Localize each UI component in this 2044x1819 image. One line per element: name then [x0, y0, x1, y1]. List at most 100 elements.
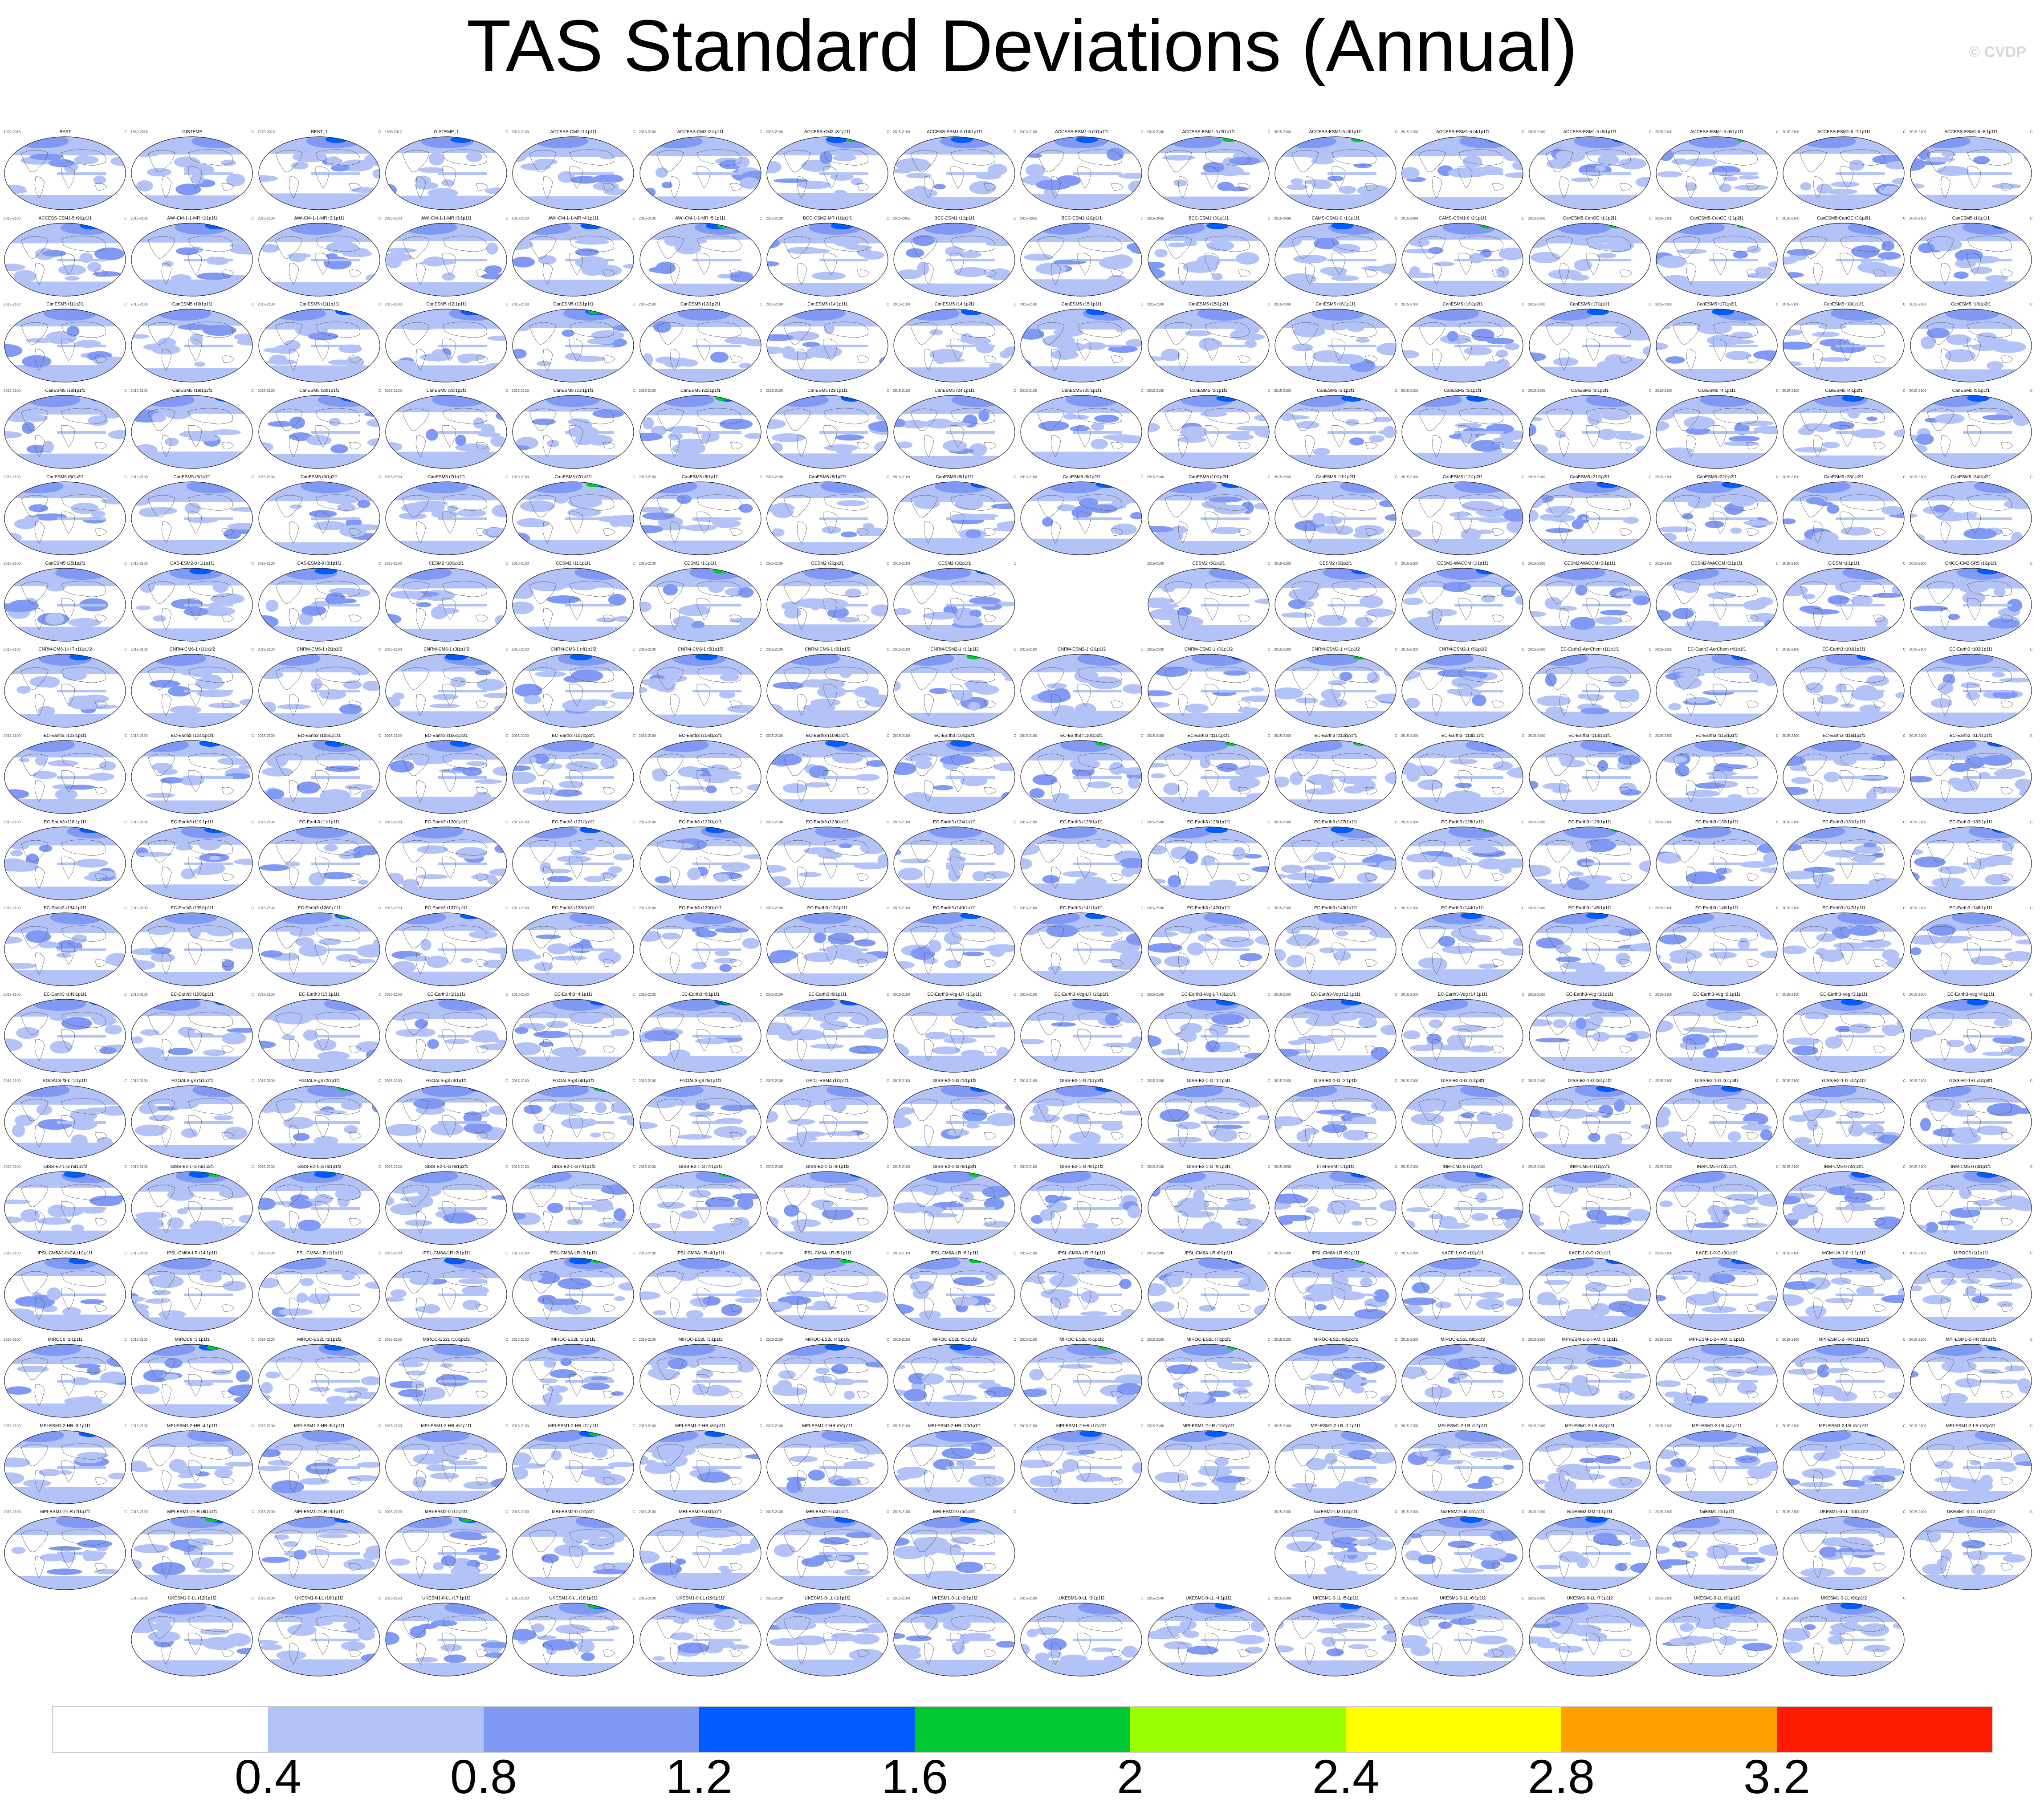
panel-years: 2015-2100 — [1401, 1424, 1418, 1428]
panel-label: CAMS-CSM1-0 r1i1p1f1 — [1311, 216, 1360, 221]
panel-unit: C — [1267, 216, 1270, 220]
panel-years: 2015-2100 — [765, 906, 783, 911]
panel-unit: C — [1903, 475, 1906, 479]
world-map — [639, 223, 761, 297]
world-map — [1656, 1085, 1778, 1159]
panel-unit: C — [1522, 993, 1525, 997]
panel-label: GISTEMP_1 — [434, 130, 459, 134]
world-map — [1274, 826, 1397, 900]
world-map — [1401, 395, 1523, 469]
panel-label: UKESM1-0-LL r18i1p1f2 — [549, 1595, 598, 1601]
world-map — [639, 567, 761, 642]
panel-years: 2015-2100 — [639, 302, 656, 307]
map-panel: 2015-2100 MPI-ESM1-2-HR r1i1p1f1 C — [1018, 1424, 1145, 1507]
map-panel: 2015-2100 GISS-E2-1-G r6i1p3f1 C — [383, 1164, 510, 1248]
world-map — [4, 223, 126, 297]
panel-unit: C — [1649, 733, 1652, 738]
map-panel: 2015-2100 FGOALS-g3 r1i1p1f1 C — [129, 1078, 256, 1162]
panel-label: MIROC-ES2L r10i1p1f2 — [423, 1337, 470, 1342]
panel-label: GISTEMP — [182, 130, 203, 134]
map-panel: 2015-2100 UKESM1-0-LL r9i1p1f2 C — [1780, 1596, 1907, 1679]
panel-years: 2015-2100 — [384, 389, 402, 393]
map-panel: 2015-2099 CAMS-CSM1-0 r1i1p1f1 C — [1272, 216, 1399, 299]
panel-years: 2015-2100 — [1528, 389, 1545, 393]
panel-years: 2015-2100 — [1147, 1424, 1164, 1428]
world-map — [1148, 481, 1270, 555]
panel-label: IPSL-CM6A-LR r2i1p1f1 — [422, 1251, 471, 1256]
panel-unit: C — [1395, 475, 1397, 479]
panel-label: GISS-E2-1-G r1i1p3f1 — [1059, 1078, 1104, 1083]
world-map — [893, 654, 1015, 728]
map-panel: 2015-2100 MPI-ESM-1-2-HAM r1i1p1f1 C — [1527, 1337, 1653, 1420]
panel-label: IPSL-CM6A-LR r1i1p1f1 — [295, 1251, 343, 1256]
panel-unit: C — [378, 820, 381, 824]
panel-label: CESM2-WACCM r2i1p1f1 — [1564, 561, 1616, 566]
panel-unit: C — [251, 1078, 254, 1083]
panel-label: EC-Earth3 r121i1p1f1 — [552, 819, 595, 825]
panel-label: EC-Earth3 r6i1p1f1 — [681, 992, 720, 997]
panel-years: 2015-2100 — [1147, 733, 1164, 738]
panel-label: CNRM-CM6-1-HR r1i1p1f2 — [38, 647, 92, 652]
panel-unit: C — [251, 389, 254, 393]
panel-label: IPSL-CM6A-LR r14i1p1f1 — [167, 1251, 218, 1256]
panel-unit: C — [632, 647, 635, 652]
map-panel: 2015-2100 EC-Earth3 r106i1p1f1 C — [383, 733, 510, 817]
map-panel: 2015-2100 EC-Earth3 r111i1p1f1 C — [1145, 733, 1272, 817]
panel-label: ACCESS-ESM1-5 r9i1p1f1 — [38, 216, 92, 221]
panel-years: 2015-2100 — [765, 993, 783, 997]
panel-unit: C — [759, 1251, 762, 1256]
panel-unit: C — [378, 647, 381, 652]
map-panel: 2015-2100 EC-Earth3 r115i1p1f1 C — [1653, 733, 1780, 817]
panel-unit: C — [759, 302, 762, 307]
panel-years: 2015-2100 — [1147, 1078, 1164, 1083]
panel-years: 2015-2100 — [1655, 1078, 1673, 1083]
panel-label: MPI-ESM1-2-HR r6i1p1f1 — [421, 1423, 472, 1428]
panel-label: KACE-1-0-G r2i1p1f1 — [1568, 1251, 1611, 1256]
panel-years: 2015-2100 — [1401, 993, 1418, 997]
panel-years: 2015-2100 — [765, 302, 783, 307]
panel-years: 2015-2100 — [1147, 561, 1164, 566]
panel-years: 2015-2100 — [257, 993, 275, 997]
world-map — [512, 999, 634, 1073]
map-panel: 2015-2100 IPSL-CM6A-LR r3i1p1f1 C — [510, 1251, 637, 1334]
panel-unit: C — [251, 1251, 254, 1256]
world-map — [766, 740, 888, 814]
panel-label: EC-Earth3-Veg r14i1p1f1 — [1437, 992, 1488, 997]
map-panel: 2015-2055 BCC-ESM1 r2i1p1f1 C — [1018, 216, 1145, 299]
world-map — [1401, 1603, 1523, 1677]
panel-label: EC-Earth3 r140i1p1f1 — [933, 906, 976, 911]
panel-label: GISS-E2-1-G r5i1p3f1 — [170, 1164, 214, 1170]
panel-years: 2015-2055 — [893, 216, 910, 220]
map-panel: 2015-2100 CESM2 r11i1p1f1 C — [510, 561, 637, 644]
map-panel: 2015-2100 EC-Earth3 r142i1p1f1 C — [1145, 906, 1272, 989]
panel-years: 2015-2100 — [1782, 820, 1800, 824]
panel-label: CanESM5 r1i1p1f1 — [1952, 216, 1990, 221]
panel-years: 2015-2100 — [130, 820, 148, 824]
panel-label: CanESM5 r17i1p2f1 — [1697, 302, 1737, 307]
panel-unit: C — [251, 475, 254, 479]
panel-unit: C — [1776, 1165, 1779, 1169]
world-map — [258, 1344, 380, 1418]
panel-label: GISS-E2-1-G r9i1p1f2 — [1059, 1164, 1104, 1170]
panel-unit: C — [251, 130, 254, 134]
panel-unit: C — [1776, 561, 1779, 566]
panel-years: 2015-2100 — [1655, 561, 1673, 566]
map-panel: 2015-2100 CNRM-CM6-1 r4i1p1f2 C — [510, 647, 637, 730]
world-map — [258, 654, 380, 728]
panel-years: 2015-2100 — [257, 475, 275, 479]
world-map — [4, 740, 126, 814]
panel-label: EC-Earth3-Veg r12i1p1f1 — [1311, 992, 1361, 997]
panel-years: 2015-2100 — [4, 647, 21, 652]
map-panel: 2015-2100 EC-Earth3 r104i1p1f1 C — [129, 733, 256, 817]
panel-label: CNRM-ESM2-1 r3i1p1f2 — [1185, 647, 1233, 652]
map-panel: 2015-2099 CAMS-CSM1-0 r2i1p1f1 C — [1399, 216, 1526, 299]
map-panel: 2015-2100 EC-Earth3 r15i1p1f1 C — [256, 992, 383, 1075]
map-panel: 2015-2100 MPI-ESM1-2-HR r1i1p1f1 C — [1780, 1337, 1907, 1420]
map-panel: 2015-2100 EC-Earth3-Veg r14i1p1f1 C — [1399, 992, 1526, 1075]
world-map — [1910, 654, 2032, 728]
panel-label: CanESM5 r18i1p1f1 — [1824, 302, 1864, 307]
panel-years: 2015-2100 — [1909, 1251, 1926, 1256]
panel-unit: C — [1014, 1510, 1017, 1514]
panel-years: 2015-2100 — [4, 302, 21, 307]
panel-years: 2015-2100 — [384, 1251, 402, 1256]
